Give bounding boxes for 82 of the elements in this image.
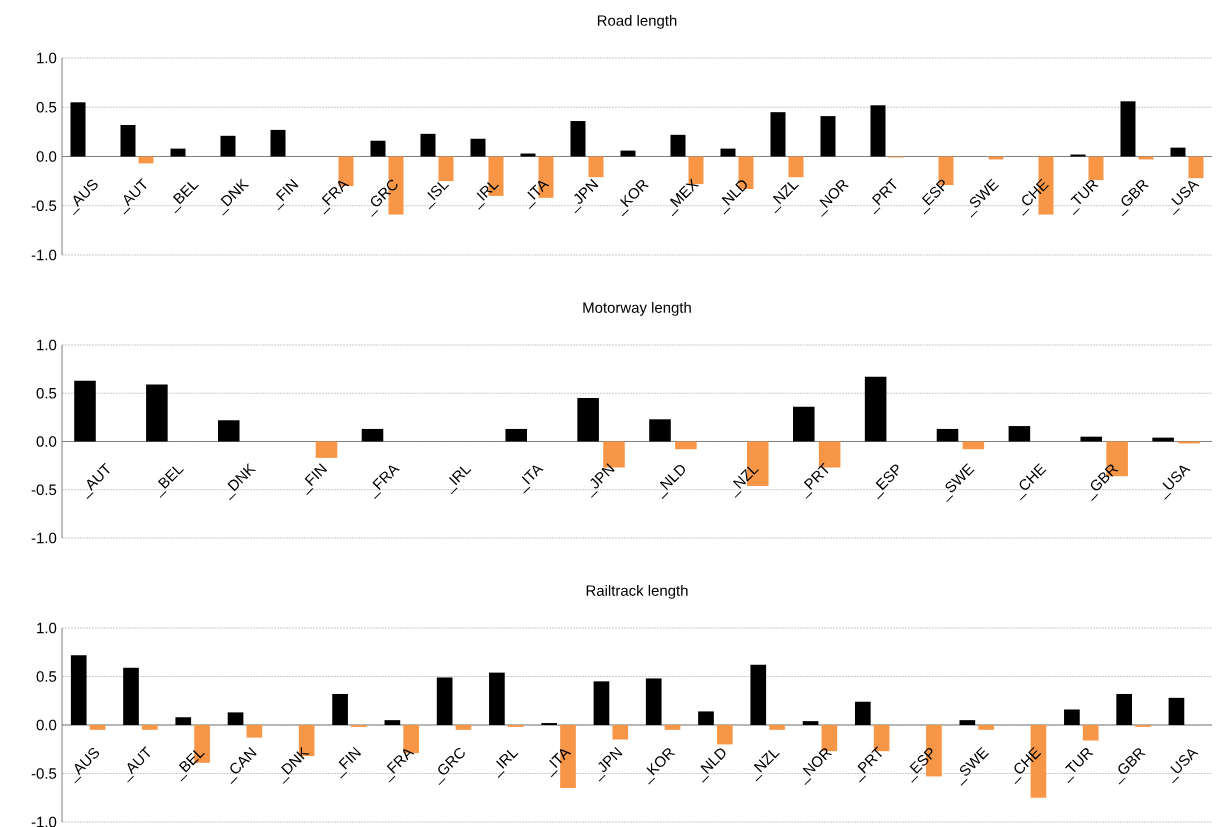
bar xyxy=(1188,156,1204,179)
bar xyxy=(978,725,995,730)
y-tick-label: -0.5 xyxy=(31,484,57,496)
y-tick-label: -1.0 xyxy=(31,532,57,544)
bar xyxy=(588,156,604,178)
bar xyxy=(438,156,454,182)
bar xyxy=(1088,156,1104,181)
bar xyxy=(332,693,348,725)
bar xyxy=(1138,156,1154,160)
bar xyxy=(220,135,236,157)
bar xyxy=(612,725,629,740)
bar xyxy=(175,717,192,725)
y-tick-label: 0.0 xyxy=(36,719,57,731)
bar xyxy=(1116,693,1133,725)
bar xyxy=(936,428,959,442)
y-tick-label: 0.5 xyxy=(36,671,57,682)
bar xyxy=(959,720,976,725)
bar xyxy=(123,667,139,725)
bar xyxy=(802,721,819,725)
chart-title: Motorway length xyxy=(583,301,691,316)
bar xyxy=(146,384,168,442)
bar xyxy=(74,380,96,442)
bar xyxy=(315,441,338,458)
y-tick-label: 1.0 xyxy=(37,339,57,351)
bar xyxy=(570,121,586,157)
bar xyxy=(750,664,767,725)
bar xyxy=(89,725,106,730)
y-tick-label: 0.5 xyxy=(36,387,57,399)
y-tick-label: 0.0 xyxy=(36,151,57,162)
bar xyxy=(1064,709,1080,725)
bar xyxy=(770,112,786,157)
y-tick-label: 1.0 xyxy=(37,622,57,634)
bar xyxy=(870,105,886,157)
bar xyxy=(645,678,662,725)
bar xyxy=(788,156,804,178)
y-tick-label: -0.5 xyxy=(31,768,57,779)
chart-title: Railtrack length xyxy=(586,584,688,599)
bar xyxy=(455,725,472,730)
bar xyxy=(698,711,714,725)
bar xyxy=(270,129,286,157)
bar xyxy=(70,655,87,725)
bar xyxy=(1170,147,1186,157)
bar xyxy=(227,712,244,725)
bar xyxy=(138,156,154,164)
bar xyxy=(675,441,697,450)
bar xyxy=(489,672,505,725)
bar xyxy=(820,116,836,157)
bar xyxy=(505,428,528,442)
bar xyxy=(649,419,671,442)
bar xyxy=(593,681,610,725)
bar xyxy=(792,406,815,442)
bar xyxy=(577,398,599,442)
bar xyxy=(716,725,733,745)
y-tick-label: -0.5 xyxy=(31,200,57,212)
y-tick-label: 0.5 xyxy=(36,101,57,113)
y-tick-label: -1.0 xyxy=(31,816,57,827)
bar xyxy=(370,140,386,157)
bar xyxy=(854,701,871,725)
bar xyxy=(1008,426,1031,442)
bar xyxy=(1120,101,1136,157)
bar xyxy=(141,725,158,730)
y-tick-label: 1.0 xyxy=(37,52,57,64)
bar xyxy=(1168,697,1185,725)
chart-title: Road length xyxy=(597,14,677,29)
bar xyxy=(217,420,240,442)
bar xyxy=(70,102,86,157)
bar xyxy=(470,138,486,157)
bar xyxy=(384,720,401,725)
y-tick-label: 0.0 xyxy=(36,436,57,447)
bar xyxy=(1082,725,1099,741)
bar xyxy=(664,725,681,730)
bar xyxy=(962,441,985,450)
bar xyxy=(246,725,263,738)
bar xyxy=(769,725,785,730)
bar xyxy=(436,677,453,725)
bar xyxy=(361,428,384,442)
bar xyxy=(120,124,136,157)
y-tick-label: -1.0 xyxy=(31,249,57,261)
bar xyxy=(670,134,686,157)
bar xyxy=(420,133,436,157)
bar xyxy=(988,156,1004,160)
bar xyxy=(864,376,887,442)
